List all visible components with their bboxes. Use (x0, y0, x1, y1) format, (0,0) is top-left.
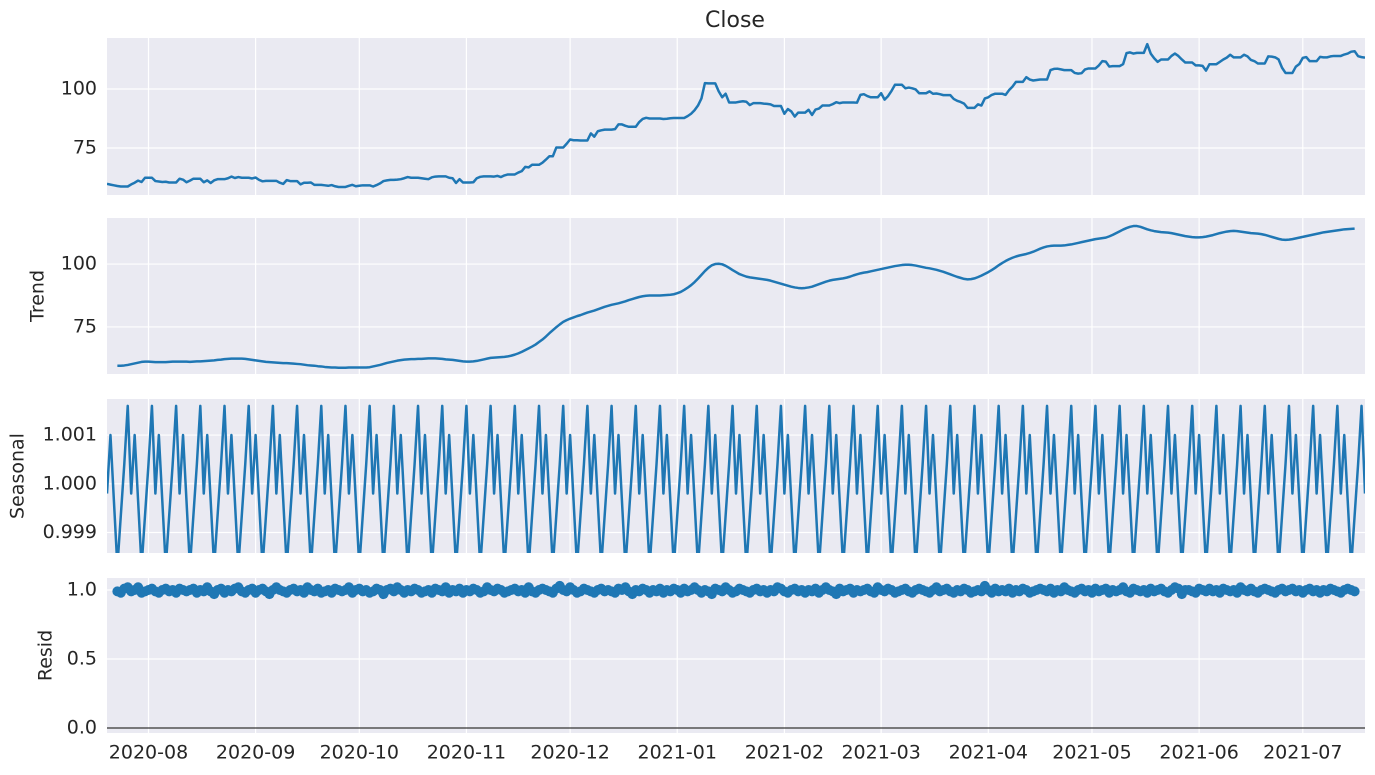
x-tick-label: 2021-07 (1263, 742, 1342, 764)
y-tick-label: 0.5 (67, 648, 97, 670)
y-tick-label: 1.000 (43, 472, 97, 494)
plot-background (107, 218, 1365, 374)
series-line (107, 404, 1365, 553)
series-line (107, 42, 1365, 189)
plot-background (107, 578, 1365, 733)
x-tick-label: 2021-06 (1159, 742, 1238, 764)
x-tick-label: 2021-04 (949, 742, 1028, 764)
y-tick-label: 100 (61, 77, 97, 99)
y-axis-label: Trend (27, 270, 49, 323)
x-tick-label: 2020-10 (320, 742, 399, 764)
x-tick-label: 2020-09 (216, 742, 295, 764)
y-tick-label: 100 (61, 253, 97, 275)
y-tick-label: 0.999 (43, 521, 97, 543)
x-tick-label: 2020-12 (530, 742, 609, 764)
x-tick-label: 2021-02 (745, 742, 824, 764)
y-axis-label: Resid (35, 630, 57, 681)
y-tick-label: 75 (73, 137, 97, 159)
chart-title: Close (705, 8, 765, 33)
resid-point (1349, 586, 1360, 597)
plot-background (107, 38, 1365, 195)
y-tick-label: 1.0 (67, 579, 97, 601)
x-tick-label: 2020-11 (427, 742, 506, 764)
y-axis-label: Seasonal (7, 433, 29, 519)
y-tick-label: 75 (73, 315, 97, 337)
x-tick-label: 2021-01 (638, 742, 717, 764)
y-tick-label: 0.0 (67, 717, 97, 739)
series-line (117, 224, 1355, 369)
x-tick-label: 2021-05 (1052, 742, 1131, 764)
x-tick-label: 2021-03 (841, 742, 920, 764)
y-tick-label: 1.001 (43, 424, 97, 446)
x-tick-label: 2020-08 (109, 742, 188, 764)
